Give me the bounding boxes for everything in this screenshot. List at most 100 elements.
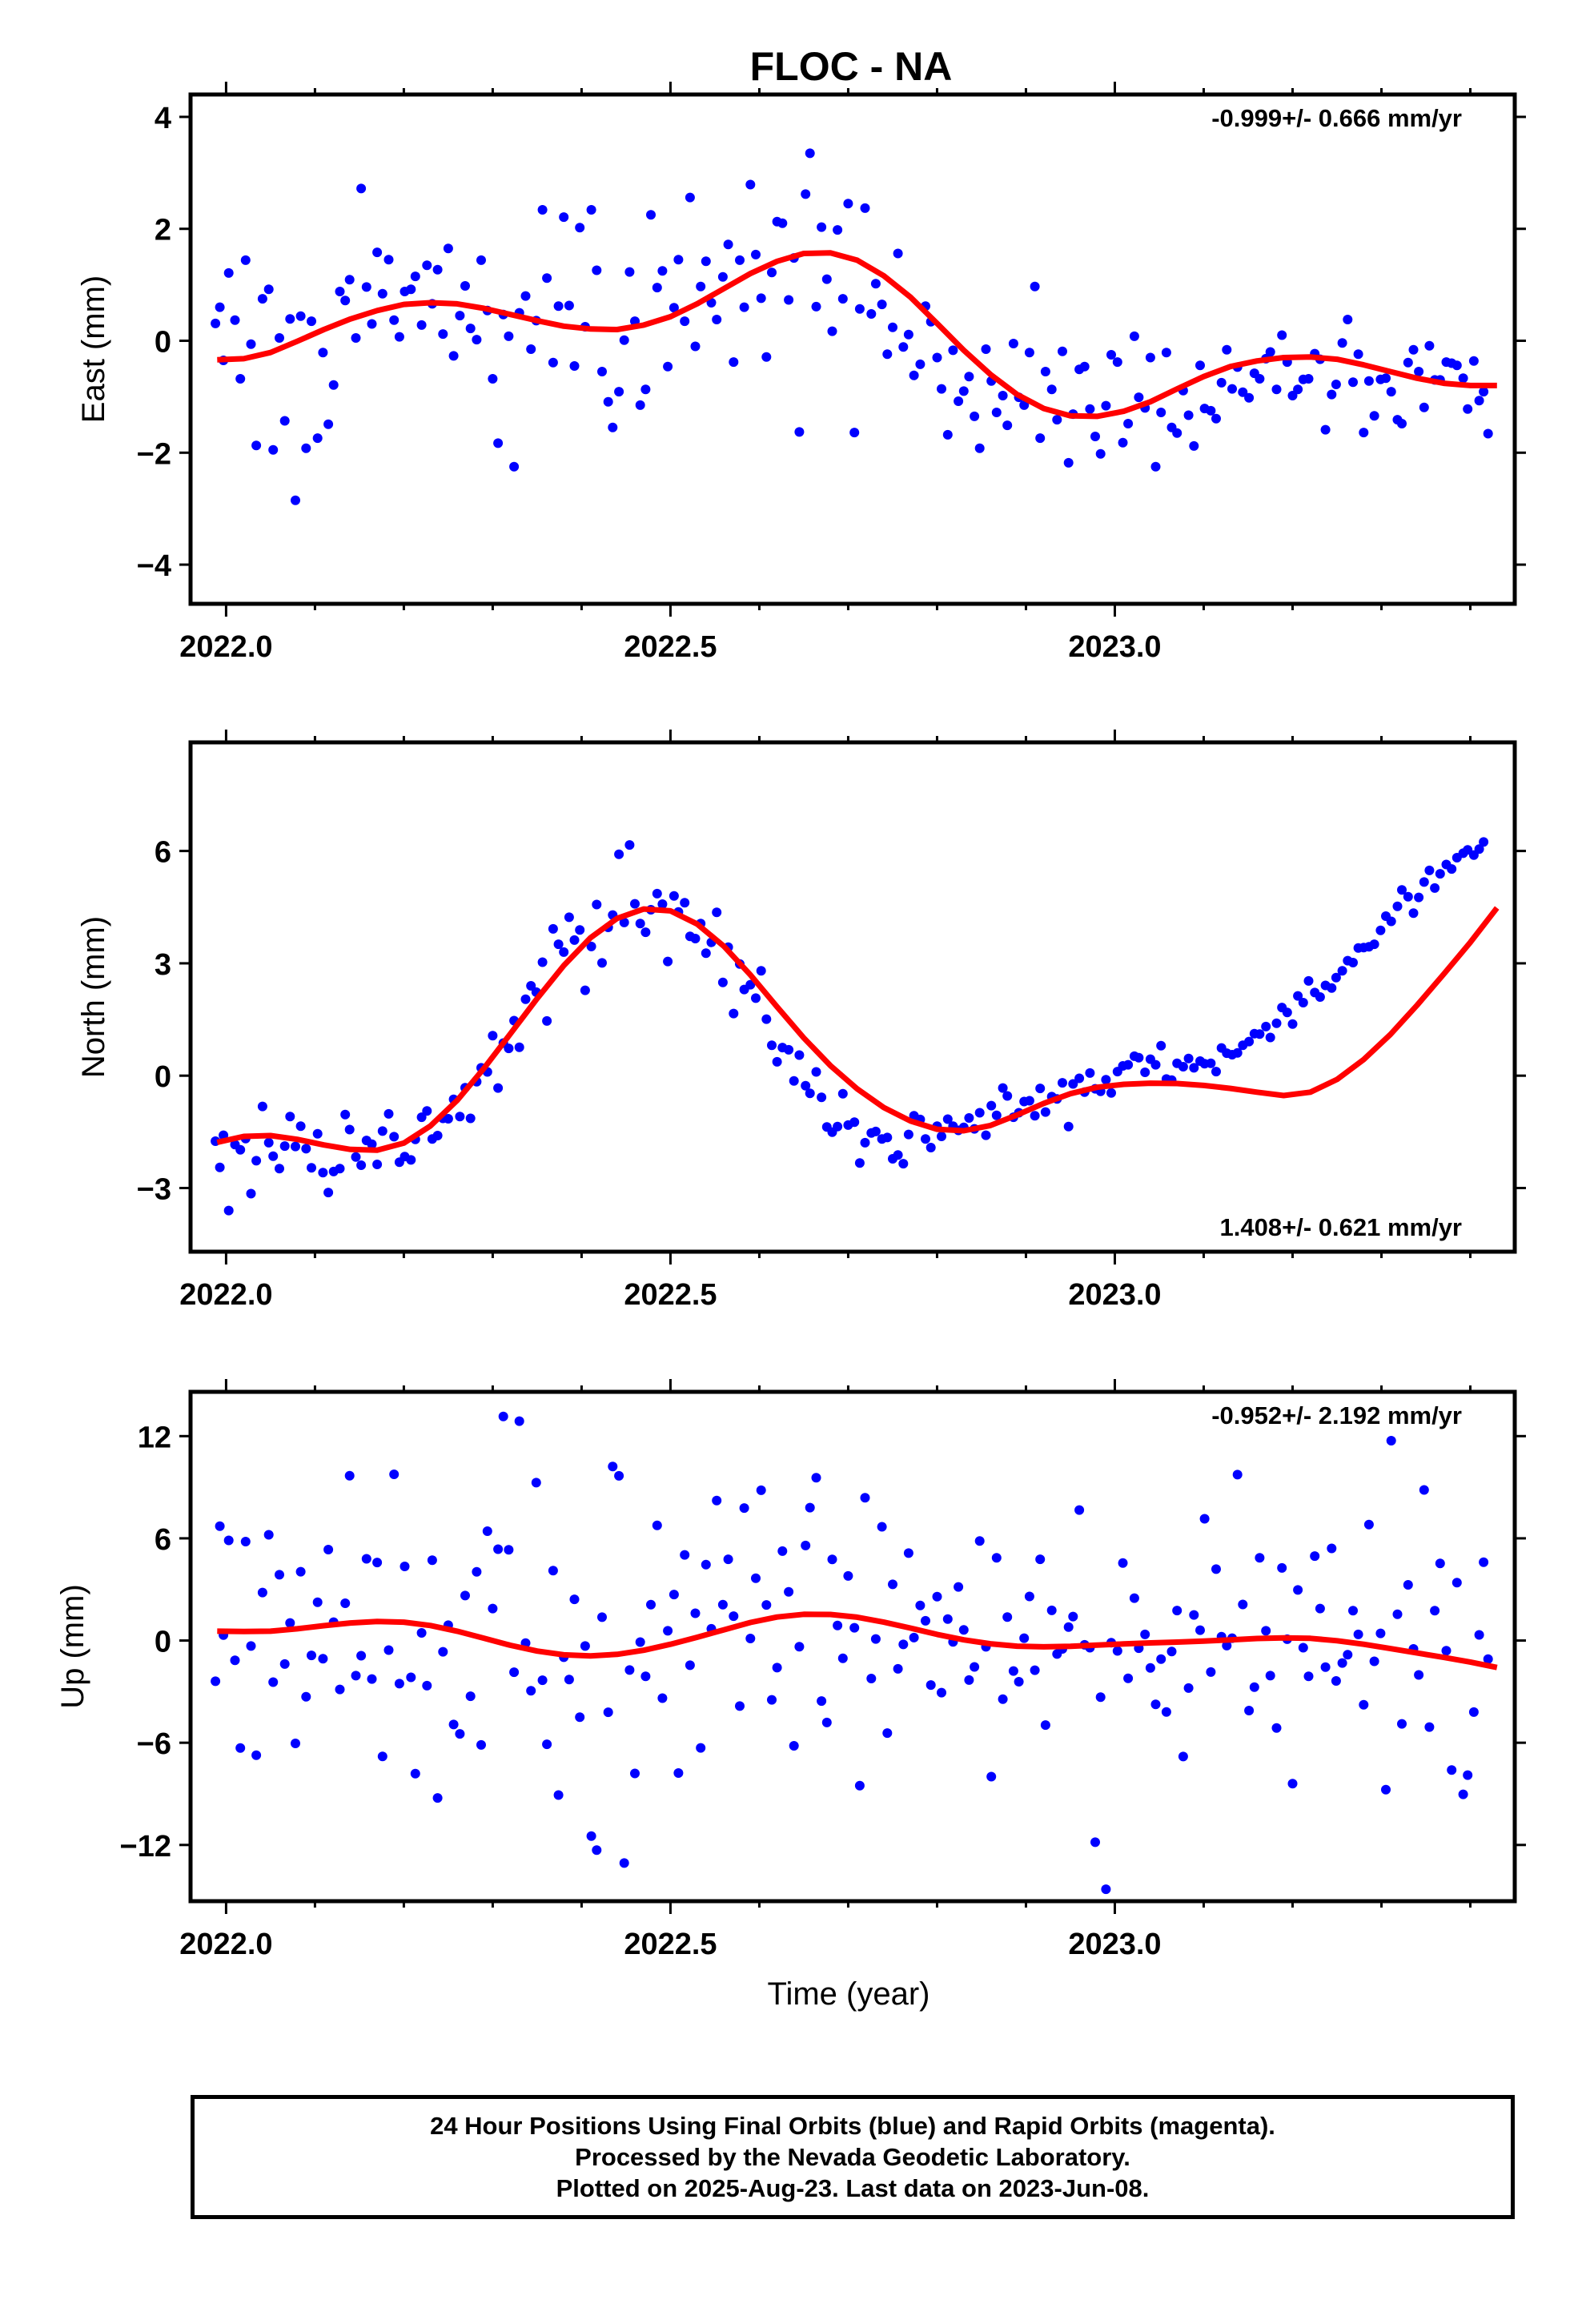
data-point bbox=[986, 1100, 997, 1111]
data-point bbox=[761, 352, 772, 362]
data-point bbox=[1463, 1770, 1473, 1780]
data-point bbox=[761, 1014, 772, 1024]
data-point bbox=[630, 1768, 640, 1779]
data-point bbox=[1024, 1591, 1034, 1602]
data-point bbox=[1150, 1059, 1161, 1070]
data-point bbox=[377, 1751, 387, 1762]
data-point bbox=[1058, 1078, 1067, 1088]
data-point bbox=[1112, 1646, 1122, 1656]
data-point bbox=[1134, 392, 1144, 403]
data-point bbox=[291, 495, 300, 505]
data-point bbox=[680, 316, 690, 327]
x-tick-label: 2023.0 bbox=[1068, 630, 1161, 664]
data-point bbox=[514, 1042, 524, 1052]
data-point bbox=[460, 281, 470, 291]
data-point bbox=[1244, 1706, 1255, 1715]
data-point bbox=[777, 1546, 788, 1556]
data-point bbox=[1348, 377, 1358, 388]
plot-frame bbox=[188, 740, 1517, 1254]
data-point bbox=[295, 1566, 306, 1577]
data-point bbox=[432, 1793, 443, 1803]
data-point bbox=[1156, 408, 1166, 417]
data-point bbox=[805, 1502, 815, 1513]
data-point bbox=[367, 1139, 377, 1149]
data-point bbox=[1046, 384, 1057, 395]
y-tick-label: 12 bbox=[138, 1421, 171, 1454]
data-point bbox=[1068, 1079, 1078, 1089]
data-point bbox=[1408, 908, 1419, 919]
data-point bbox=[553, 939, 564, 950]
y-tick-label: 0 bbox=[155, 326, 171, 360]
data-point bbox=[690, 341, 701, 352]
data-point bbox=[657, 1693, 668, 1703]
data-point bbox=[745, 979, 756, 990]
data-point bbox=[870, 1634, 881, 1644]
x-tick-label: 2022.0 bbox=[179, 1278, 272, 1312]
data-point bbox=[735, 255, 745, 265]
data-point bbox=[268, 1677, 279, 1687]
data-point bbox=[597, 367, 607, 376]
data-point bbox=[954, 396, 964, 406]
data-point bbox=[794, 1642, 805, 1652]
data-point bbox=[1079, 361, 1090, 372]
data-point bbox=[827, 326, 837, 336]
data-point bbox=[344, 1470, 355, 1481]
data-point bbox=[729, 1008, 739, 1019]
data-point bbox=[860, 1137, 870, 1148]
data-point bbox=[657, 266, 668, 276]
data-point bbox=[476, 255, 486, 265]
data-point bbox=[603, 1707, 613, 1718]
data-point bbox=[372, 1160, 383, 1169]
data-point bbox=[335, 287, 345, 296]
data-point bbox=[964, 1675, 974, 1685]
data-point bbox=[1172, 428, 1182, 438]
data-point bbox=[1447, 864, 1457, 875]
y-tick-label: 0 bbox=[155, 1626, 171, 1659]
data-point bbox=[717, 1599, 728, 1610]
data-point bbox=[903, 1548, 913, 1558]
data-point bbox=[635, 1637, 645, 1647]
data-point bbox=[351, 333, 361, 343]
data-point bbox=[1265, 347, 1275, 357]
data-point bbox=[801, 1540, 811, 1550]
data-point bbox=[854, 1158, 865, 1168]
data-point bbox=[805, 1088, 815, 1099]
data-point bbox=[837, 1088, 848, 1099]
data-point bbox=[729, 1611, 739, 1622]
data-point bbox=[520, 291, 531, 301]
rate-annotation: -0.952+/- 2.192 mm/yr bbox=[1211, 1401, 1462, 1429]
data-point bbox=[981, 1130, 991, 1140]
data-point bbox=[817, 1092, 827, 1103]
data-point bbox=[1030, 281, 1040, 292]
data-point bbox=[1463, 404, 1473, 414]
data-point bbox=[235, 1743, 246, 1753]
data-point bbox=[1386, 1436, 1396, 1445]
data-point bbox=[1397, 1719, 1407, 1729]
data-point bbox=[493, 438, 504, 448]
data-point bbox=[1348, 958, 1358, 967]
rate-annotation: 1.408+/- 0.621 mm/yr bbox=[1220, 1213, 1462, 1241]
data-point bbox=[833, 1620, 843, 1630]
data-point bbox=[608, 1462, 618, 1472]
footer-line-2: Processed by the Nevada Geodetic Laborat… bbox=[575, 2143, 1130, 2171]
data-point bbox=[964, 1113, 974, 1123]
y-tick-label: −12 bbox=[120, 1830, 171, 1864]
data-point bbox=[811, 1473, 821, 1483]
data-point bbox=[1101, 1075, 1111, 1085]
data-point bbox=[1271, 1723, 1282, 1733]
data-point bbox=[837, 1653, 848, 1663]
data-point bbox=[860, 203, 870, 213]
data-point bbox=[312, 1597, 323, 1607]
data-point bbox=[285, 314, 295, 324]
data-point bbox=[937, 1687, 946, 1698]
data-point bbox=[1024, 348, 1034, 358]
data-point bbox=[1386, 387, 1396, 397]
data-point bbox=[455, 311, 465, 321]
data-point bbox=[291, 1739, 300, 1748]
data-point bbox=[1327, 1543, 1337, 1554]
data-point bbox=[328, 380, 339, 390]
data-point bbox=[958, 386, 969, 396]
data-point bbox=[1002, 1612, 1013, 1622]
data-point bbox=[1327, 389, 1337, 400]
data-point bbox=[377, 288, 387, 299]
